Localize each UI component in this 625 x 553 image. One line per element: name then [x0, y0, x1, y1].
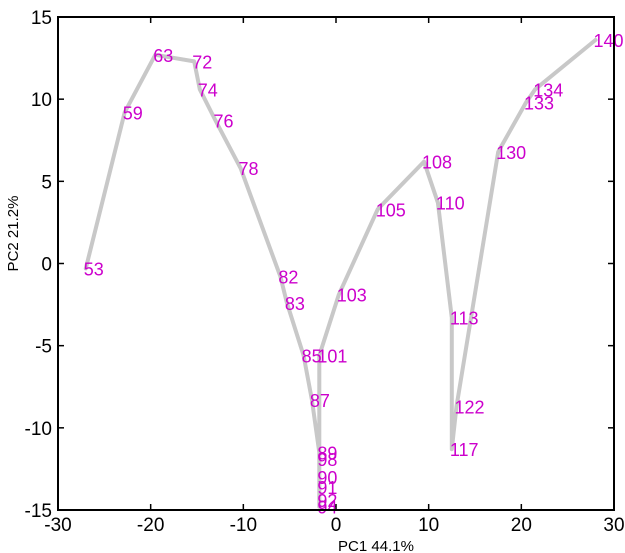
point-label: 133 [524, 93, 554, 113]
x-tick-label: -30 [44, 515, 71, 536]
x-axis-label: PC1 44.1% [338, 538, 414, 553]
tick-group: -30 -20 -10 0 10 20 30 -15 -10 -5 0 5 10 15 [25, 8, 625, 536]
y-axis-label: PC2 21.2% [5, 196, 22, 272]
point-label: 101 [317, 347, 347, 367]
point-label: 113 [450, 309, 479, 329]
point-label: 103 [337, 286, 367, 306]
point-label: 59 [123, 103, 143, 123]
x-tick-label: 0 [331, 515, 342, 536]
point-label: 94 [317, 498, 337, 518]
point-label: 98 [317, 450, 337, 470]
plot-frame [57, 16, 615, 511]
point-label: 82 [278, 268, 298, 288]
y-tick-label: 0 [41, 255, 52, 276]
point-label: 140 [593, 31, 623, 51]
point-label: 63 [153, 46, 173, 66]
y-tick-label: -15 [25, 501, 52, 522]
x-tick-label: -20 [137, 515, 164, 536]
y-tick-label: -10 [25, 419, 52, 440]
point-label: 122 [454, 397, 484, 417]
point-label: 74 [198, 80, 218, 100]
point-label: 134 [533, 80, 563, 100]
y-tick-label: 10 [31, 90, 52, 111]
point-label: 87 [310, 391, 330, 411]
point-label: 130 [496, 143, 526, 163]
point-label: 92 [317, 491, 337, 511]
point-label: 105 [376, 200, 406, 220]
point-label: 91 [317, 478, 337, 498]
point-label: 85 [302, 347, 322, 367]
point-label: 117 [450, 440, 479, 460]
point-label: 110 [436, 194, 465, 214]
point-label: 76 [214, 112, 234, 132]
y-tick-label: 15 [31, 8, 52, 29]
point-label: 89 [317, 443, 337, 463]
x-tick-label: 20 [511, 515, 532, 536]
y-tick-label: 5 [41, 172, 52, 193]
point-label: 72 [192, 52, 212, 72]
x-tick-label: 10 [418, 515, 439, 536]
x-tick-label: 30 [603, 515, 624, 536]
y-tick-label: -5 [35, 337, 52, 358]
point-label: 53 [84, 259, 104, 279]
point-label: 108 [422, 153, 452, 173]
point-label: 78 [239, 159, 259, 179]
series-line-group [83, 38, 598, 509]
point-label: 83 [285, 294, 305, 314]
x-tick-label: -10 [230, 515, 257, 536]
series-line [83, 38, 598, 509]
point-label: 90 [317, 468, 337, 488]
